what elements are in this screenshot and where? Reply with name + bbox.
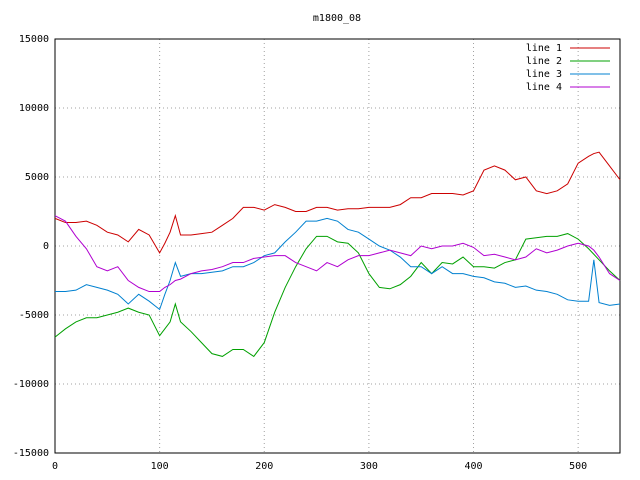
y-tick-label: 15000 [19, 34, 49, 45]
y-tick-label: -5000 [19, 310, 49, 321]
data-line [54, 233, 621, 358]
chart-title: m1800_08 [313, 13, 361, 24]
data-line [54, 215, 621, 293]
y-tick-label: 10000 [19, 103, 49, 114]
y-tick-label: -15000 [13, 448, 49, 459]
x-tick-label: 0 [52, 461, 58, 472]
x-tick-label: 200 [255, 461, 273, 472]
x-tick-label: 100 [151, 461, 169, 472]
data-line [55, 217, 621, 311]
x-tick-label: 500 [569, 461, 587, 472]
y-tick-label: -10000 [13, 379, 49, 390]
y-tick-label: 5000 [25, 172, 49, 183]
y-tick-label: 0 [43, 241, 49, 252]
legend-label: line 4 [526, 82, 562, 93]
x-tick-label: 400 [464, 461, 482, 472]
data-line [54, 151, 621, 254]
legend-label: line 1 [526, 43, 562, 54]
legend-label: line 2 [526, 56, 562, 67]
plot-frame [54, 38, 621, 454]
x-tick-label: 300 [360, 461, 378, 472]
legend-label: line 3 [526, 69, 562, 80]
